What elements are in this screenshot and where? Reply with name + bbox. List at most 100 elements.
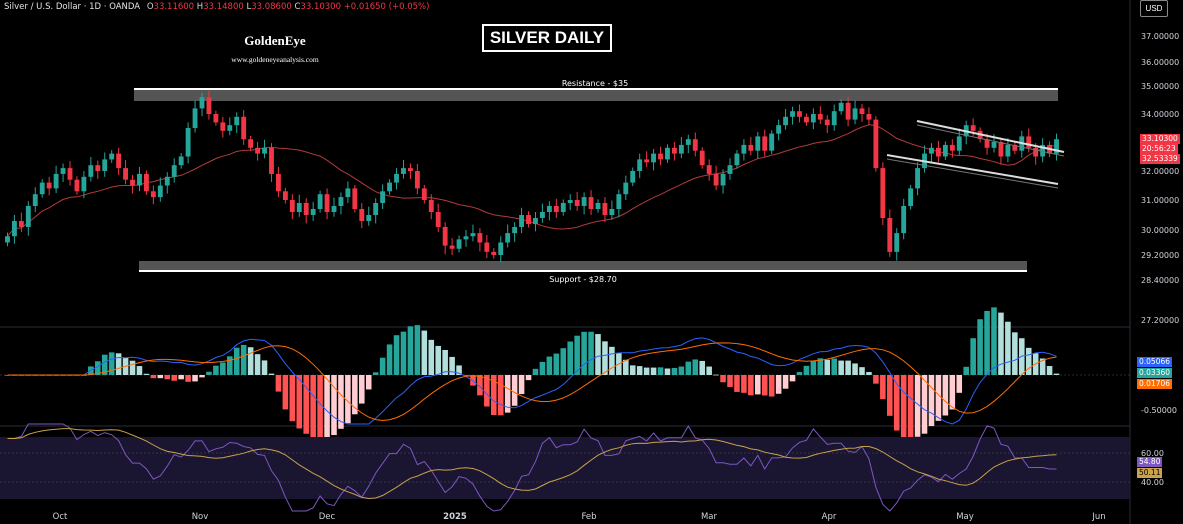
low-value: 33.08600 bbox=[251, 2, 292, 12]
candle-body bbox=[428, 200, 434, 212]
low-label: L bbox=[246, 2, 252, 12]
candle bbox=[797, 104, 802, 123]
candle-body bbox=[727, 165, 733, 174]
macd-histogram-bar bbox=[282, 375, 289, 410]
candle-body bbox=[699, 150, 705, 166]
candle-body bbox=[560, 203, 566, 212]
macd-histogram-bar bbox=[240, 344, 247, 375]
symbol-header: Silver / U.S. Dollar · 1D · OANDA O33.11… bbox=[4, 2, 429, 12]
candle-body bbox=[880, 168, 886, 218]
candle bbox=[407, 163, 413, 180]
candle bbox=[387, 179, 393, 195]
candle-body bbox=[366, 215, 372, 221]
candle-body bbox=[275, 173, 281, 192]
candle-body bbox=[81, 176, 87, 192]
macd-histogram-bar bbox=[143, 373, 150, 375]
time-axis[interactable]: Oct Nov Dec 2025 Feb Mar Apr May Jun bbox=[53, 512, 1106, 522]
close-label: C bbox=[294, 2, 301, 12]
macd-histogram-bar bbox=[407, 326, 414, 375]
candle bbox=[262, 139, 267, 159]
candle bbox=[345, 181, 351, 203]
price-tick-label: 29.20000 bbox=[1141, 251, 1179, 260]
candle bbox=[887, 209, 893, 257]
candle bbox=[150, 185, 156, 205]
price-axis[interactable]: 37.00000 36.00000 35.00000 34.00000 31.00000… bbox=[1141, 32, 1179, 487]
macd-histogram-bar bbox=[1005, 321, 1011, 375]
candle-body bbox=[67, 168, 73, 180]
candle bbox=[512, 222, 518, 242]
macd-histogram-bar bbox=[796, 372, 803, 375]
candle-body bbox=[18, 221, 24, 227]
macd-histogram-bar bbox=[539, 361, 546, 375]
macd-histogram-bar bbox=[664, 368, 671, 375]
candle-body bbox=[324, 194, 330, 212]
candle-body bbox=[852, 108, 858, 120]
candle bbox=[310, 201, 316, 221]
candle-body bbox=[282, 191, 288, 200]
currency-button[interactable]: USD bbox=[1140, 0, 1168, 17]
candle-body bbox=[74, 179, 80, 192]
candle-body bbox=[769, 133, 775, 151]
macd-histogram-bar bbox=[185, 375, 191, 382]
candle bbox=[671, 142, 677, 161]
time-tick-label: Dec bbox=[319, 512, 336, 522]
price-tick-label: 32.00000 bbox=[1141, 167, 1179, 176]
candle bbox=[1012, 141, 1018, 155]
macd-histogram-bar bbox=[887, 375, 893, 416]
candle bbox=[859, 103, 865, 122]
candle bbox=[755, 131, 761, 159]
resistance-zone bbox=[134, 89, 1058, 101]
candle-body bbox=[1033, 147, 1039, 157]
logo-site: www.goldeneyeanalysis.com bbox=[231, 55, 319, 64]
macd-histogram-bar bbox=[817, 358, 824, 375]
candle bbox=[519, 207, 525, 234]
macd-histogram-bar bbox=[372, 372, 379, 375]
macd-histogram-bar bbox=[643, 367, 650, 375]
macd-histogram-bar bbox=[164, 375, 171, 380]
macd-histogram-bar bbox=[852, 363, 858, 375]
candle bbox=[769, 130, 775, 155]
price-tick-label: 30.00000 bbox=[1141, 226, 1179, 235]
candle bbox=[192, 100, 198, 133]
time-tick-label: Oct bbox=[53, 512, 68, 522]
price-tick-label: 27.20000 bbox=[1141, 316, 1179, 325]
candle bbox=[790, 106, 795, 125]
candle bbox=[95, 160, 101, 180]
macd-histogram-bar bbox=[268, 373, 275, 375]
macd-histogram-bar bbox=[206, 371, 212, 375]
macd-histogram-bar bbox=[199, 375, 205, 378]
candle-body bbox=[477, 233, 483, 243]
macd-tick-label: -0.50000 bbox=[1141, 406, 1177, 415]
macd-histogram-bar bbox=[400, 331, 407, 375]
candle bbox=[748, 136, 754, 156]
time-tick-label: May bbox=[956, 512, 974, 522]
candle bbox=[5, 232, 10, 247]
macd-histogram-bar bbox=[1046, 366, 1053, 375]
candle-body bbox=[289, 200, 295, 212]
countdown-label: 20:56:23 bbox=[1140, 144, 1178, 154]
candle-body bbox=[762, 136, 768, 151]
candle bbox=[1054, 133, 1059, 161]
macd-histogram-bar bbox=[470, 375, 476, 386]
change-value: +0.01650 (+0.05%) bbox=[343, 2, 430, 12]
candle-body bbox=[414, 171, 420, 189]
candle bbox=[852, 100, 858, 125]
macd-histogram-bar bbox=[518, 375, 525, 395]
candle bbox=[109, 150, 115, 163]
macd-histogram-bar bbox=[581, 331, 587, 375]
candle-body bbox=[533, 218, 538, 224]
candle bbox=[776, 119, 782, 141]
macd-histogram-bar bbox=[303, 375, 309, 434]
macd-histogram-bar bbox=[150, 375, 157, 379]
candle-body bbox=[11, 221, 17, 237]
candle-body bbox=[234, 116, 240, 126]
candle-body bbox=[380, 191, 386, 203]
candle-body bbox=[630, 171, 636, 183]
candle bbox=[734, 150, 740, 169]
candle-body bbox=[734, 153, 740, 166]
candle-body bbox=[303, 203, 309, 215]
candle bbox=[25, 201, 31, 236]
signal-line bbox=[7, 342, 1057, 422]
candle bbox=[199, 92, 205, 117]
